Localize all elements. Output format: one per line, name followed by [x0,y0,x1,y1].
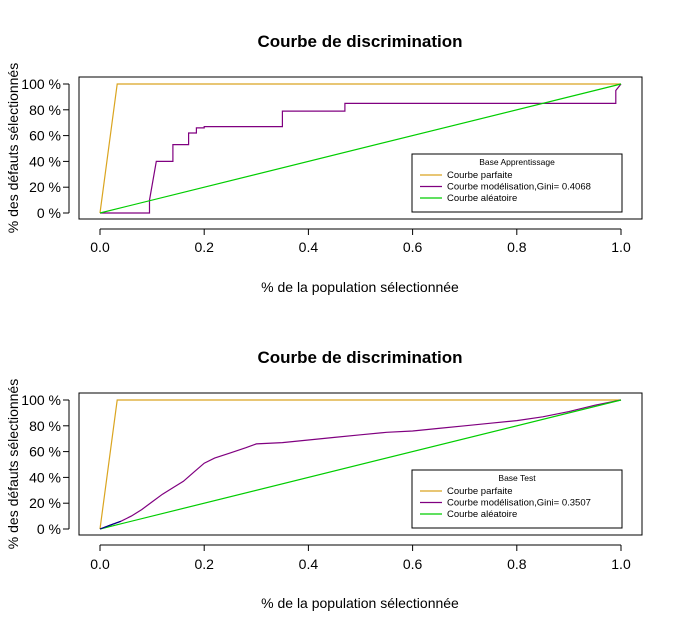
y-axis-label: % des défauts sélectionnés [5,63,21,233]
plot-frame [78,76,643,220]
y-tick-label: 80 % [29,418,61,434]
y-tick-label: 60 % [29,128,61,144]
x-tick-label: 0.8 [507,556,527,572]
legend-entry: Courbe aléatoire [447,193,517,204]
x-tick-label: 0.2 [194,556,214,572]
y-axis-label: % des défauts sélectionnés [5,379,21,549]
y-tick-label: 0 % [37,205,61,221]
x-axis-label: % de la population sélectionnée [261,279,459,295]
chart-panel-1: Courbe de discrimination 0.0 0.2 0.4 0.6 0.8 1… [5,32,643,295]
curve-parfaite [99,399,621,530]
curve-aleatoire [99,399,622,530]
x-tick-label: 0.4 [299,556,319,572]
legend-title: Base Apprentissage [479,157,555,167]
y-tick-label: 20 % [29,179,61,195]
y-tick-label: 20 % [29,495,61,511]
y-tick-label: 60 % [29,444,61,460]
curve-modelisation [100,83,622,214]
y-tick-label: 40 % [29,469,61,485]
x-tick-label: 0.4 [299,239,319,255]
chart-panel-2: Courbe de discrimination 0.0 0.2 0.4 0.6 0.8 1… [5,348,643,611]
legend-entry: Courbe parfaite [447,170,512,181]
chart-title: Courbe de discrimination [258,348,463,367]
legend-entry: Courbe aléatoire [447,509,517,520]
chart-title: Courbe de discrimination [258,32,463,51]
plot-frame [78,392,643,536]
curve-parfaite [99,83,621,214]
legend-box [411,469,623,529]
y-tick-label: 80 % [29,102,61,118]
x-tick-label: 0.6 [403,556,423,572]
x-tick-label: 0.2 [194,239,214,255]
legend-title: Base Test [498,473,536,483]
x-tick-label: 0.6 [403,239,423,255]
legend-entry: Courbe parfaite [447,486,512,497]
y-tick-label: 0 % [37,521,61,537]
y-tick-label: 100 % [21,392,61,408]
x-tick-label: 1.0 [611,556,631,572]
x-tick-label: 0.8 [507,239,527,255]
curve-aleatoire [99,83,622,214]
x-tick-label: 0.0 [90,556,110,572]
curve-modelisation-start [99,520,122,530]
legend-entry: Courbe modélisation,Gini= 0.4068 [447,182,591,193]
x-axis-label: % de la population sélectionnée [261,595,459,611]
curve-modelisation [99,399,622,530]
x-tick-label: 1.0 [611,239,631,255]
x-tick-label: 0.0 [90,239,110,255]
y-tick-label: 40 % [29,153,61,169]
legend-entry: Courbe modélisation,Gini= 0.3507 [447,498,591,509]
y-tick-label: 100 % [21,76,61,92]
legend-box [411,153,623,213]
